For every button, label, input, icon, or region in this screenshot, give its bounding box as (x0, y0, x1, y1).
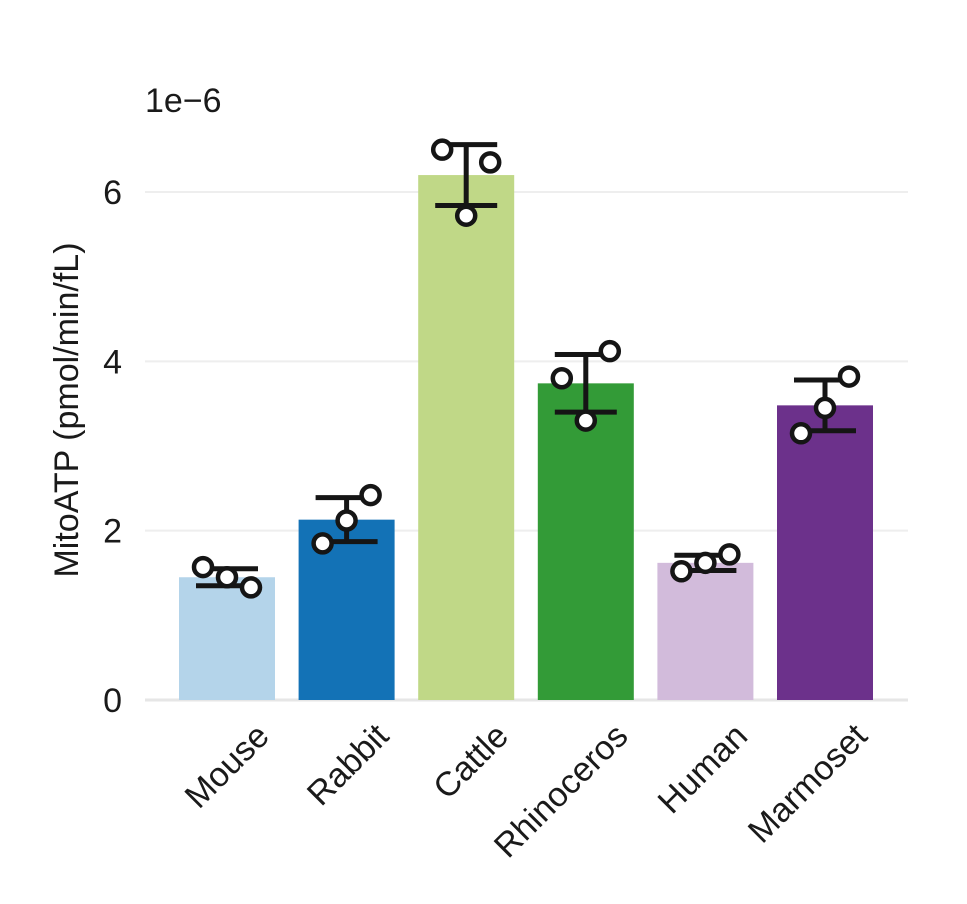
error-bars (196, 142, 856, 589)
bar-cattle (418, 175, 515, 701)
x-tick-label-mouse: Mouse (178, 717, 277, 816)
data-point (837, 365, 861, 388)
data-point (239, 576, 263, 599)
y-tick-label: 0 (103, 682, 122, 720)
data-point (335, 509, 358, 532)
data-point (813, 396, 837, 420)
x-tick-label-marmoset: Marmoset (741, 716, 875, 850)
data-point (598, 339, 622, 363)
data-point (789, 422, 813, 445)
x-tick-label-human: Human (651, 717, 755, 821)
data-point (670, 560, 693, 583)
y-tick-label: 4 (103, 343, 122, 381)
x-tick-label-rabbit: Rabbit (300, 716, 397, 813)
data-point (215, 565, 239, 589)
bar-mouse (179, 577, 275, 700)
y-exponent-label: 1e−6 (145, 82, 222, 120)
data-point (574, 409, 598, 432)
data-point (478, 151, 502, 174)
data-point (311, 532, 334, 555)
data-point (430, 138, 454, 161)
data-point (359, 483, 382, 507)
y-tick-label: 6 (103, 174, 122, 212)
bar-human (657, 562, 754, 700)
data-points (191, 138, 861, 599)
data-point (718, 543, 741, 566)
y-tick-labels: 0 2 4 6 (103, 174, 122, 720)
bars (179, 175, 873, 701)
data-point (191, 555, 215, 579)
data-point (454, 204, 478, 227)
x-tick-label-cattle: Cattle (426, 717, 516, 807)
data-point (550, 367, 574, 390)
bar-rhinoceros (537, 383, 634, 700)
bar-marmoset (777, 405, 873, 700)
y-tick-label: 2 (103, 513, 122, 551)
y-axis-label: MitoATP (pmol/min/fL) (48, 242, 86, 577)
data-point (694, 551, 717, 575)
